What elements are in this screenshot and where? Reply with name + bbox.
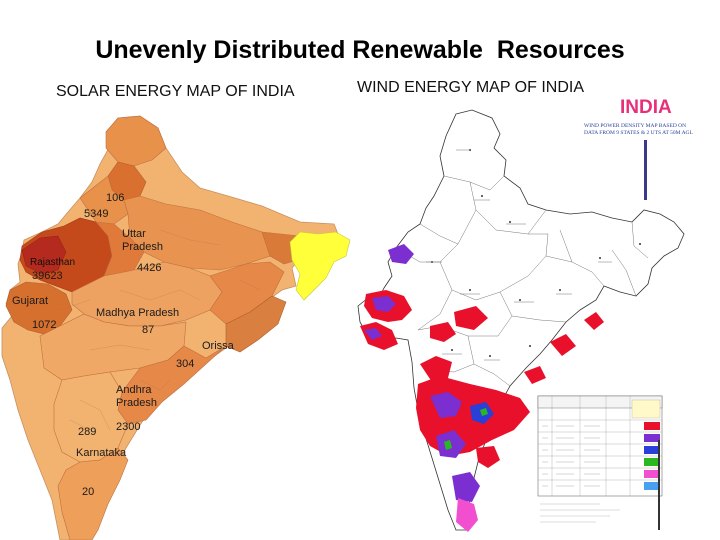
slide-title: Unevenly Distributed Renewable Resources bbox=[95, 36, 625, 64]
solar-label-4426: 4426 bbox=[137, 262, 161, 274]
wind-map-subtitle-2: DATA FROM 9 STATES & 2 UTS AT 50M AGL bbox=[584, 130, 694, 136]
wind-zone-saurashtra-core bbox=[364, 328, 382, 340]
wind-side-markers bbox=[644, 140, 660, 530]
wind-station-dots bbox=[431, 149, 641, 357]
wind-zone-east-coast-2 bbox=[584, 312, 604, 330]
solar-label-uttar: Uttar bbox=[122, 228, 146, 240]
wind-zone-karnataka-green bbox=[444, 440, 452, 450]
wind-zone-maharashtra bbox=[420, 356, 452, 382]
wind-energy-map: INDIA WIND POWER DENSITY MAP BASED ON DA… bbox=[357, 97, 694, 532]
solar-label-pradesh-ap: Pradesh bbox=[116, 397, 157, 409]
solar-label-orissa: Orissa bbox=[202, 340, 235, 352]
solar-district-lines bbox=[29, 229, 261, 431]
solar-region-orissa bbox=[225, 295, 287, 353]
solar-label-rajasthan: Rajasthan bbox=[30, 257, 75, 268]
wind-zone-gujarat-east bbox=[430, 322, 456, 342]
solar-label-gujarat: Gujarat bbox=[12, 295, 48, 307]
wind-zone-kutch-core bbox=[372, 296, 396, 312]
wind-state-name-marks bbox=[426, 149, 612, 361]
solar-label-5349: 5349 bbox=[84, 208, 108, 220]
solar-label-289: 289 bbox=[78, 426, 96, 438]
wind-zone-rajasthan bbox=[388, 244, 414, 264]
wind-zone-deccan-green bbox=[480, 408, 488, 416]
solar-label-87: 87 bbox=[142, 324, 154, 336]
solar-label-39623: 39623 bbox=[32, 270, 63, 282]
wind-map-title: INDIA bbox=[620, 97, 672, 118]
solar-region-south bbox=[57, 447, 129, 540]
solar-label-mp: Madhya Pradesh bbox=[96, 307, 179, 319]
wind-zone-tn-red bbox=[476, 446, 500, 468]
solar-label-karnataka: Karnataka bbox=[76, 447, 127, 459]
wind-zone-south-pink bbox=[456, 498, 478, 532]
wind-zones bbox=[360, 244, 604, 532]
solar-region-northeast bbox=[289, 231, 351, 301]
solar-label-pradesh-up: Pradesh bbox=[122, 241, 163, 253]
wind-zone-south bbox=[452, 472, 480, 502]
wind-zone-mp bbox=[454, 306, 488, 330]
solar-label-andhra: Andhra bbox=[116, 384, 152, 396]
solar-label-2300: 2300 bbox=[116, 421, 140, 433]
solar-label-304: 304 bbox=[176, 358, 194, 370]
wind-legend bbox=[537, 395, 663, 523]
wind-zone-east-coast bbox=[550, 334, 576, 356]
solar-region-north bbox=[105, 115, 167, 167]
solar-label-20: 20 bbox=[82, 486, 94, 498]
wind-map-subtitle-1: WIND POWER DENSITY MAP BASED ON bbox=[584, 123, 686, 129]
solar-energy-map: 106 5349 Uttar Pradesh Rajasthan 39623 4… bbox=[1, 115, 351, 540]
solar-label-1072: 1072 bbox=[32, 319, 56, 331]
wind-zone-east-coast-3 bbox=[524, 366, 546, 384]
solar-region-rajasthan-core bbox=[21, 235, 67, 275]
solar-label-106: 106 bbox=[106, 192, 124, 204]
wind-map-heading: WIND ENERGY MAP OF INDIA bbox=[357, 79, 584, 96]
wind-zone-deccan-purple bbox=[430, 392, 462, 418]
solar-map-heading: SOLAR ENERGY MAP OF INDIA bbox=[56, 83, 295, 100]
